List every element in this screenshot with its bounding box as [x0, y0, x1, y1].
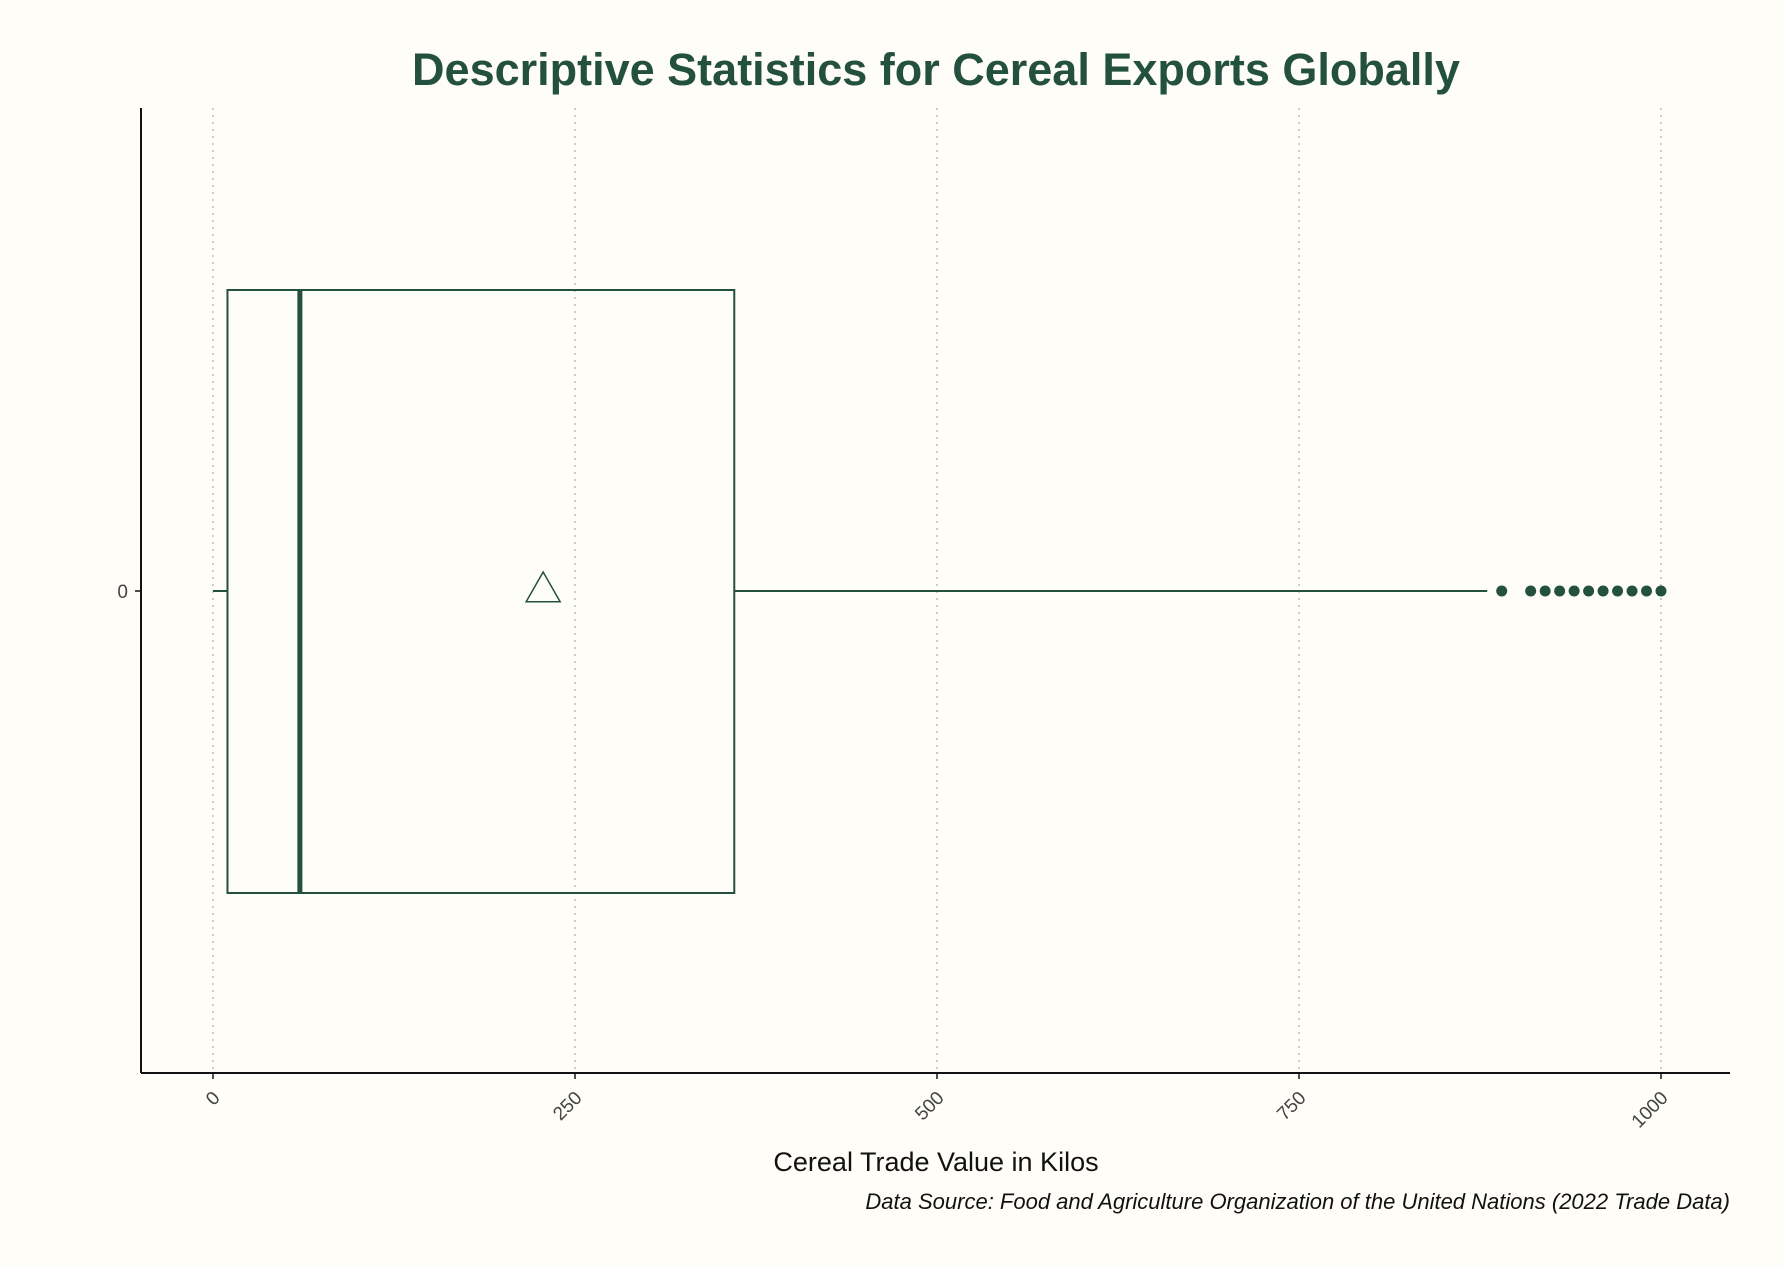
outlier-point-1	[1525, 585, 1537, 597]
outlier-layer	[1496, 585, 1667, 597]
x-tick-label-3: 750	[1273, 1088, 1310, 1125]
outlier-point-6	[1597, 585, 1609, 597]
outlier-point-8	[1626, 585, 1638, 597]
outlier-point-2	[1539, 585, 1551, 597]
x-tick-label-1: 250	[549, 1088, 586, 1125]
x-tick-label-2: 500	[911, 1088, 948, 1125]
outlier-point-3	[1554, 585, 1566, 597]
outlier-point-4	[1568, 585, 1580, 597]
x-axis-title: Cereal Trade Value in Kilos	[773, 1147, 1098, 1177]
outlier-point-10	[1655, 585, 1667, 597]
y-tick-label-0: 0	[117, 582, 128, 603]
outlier-point-7	[1612, 585, 1624, 597]
outlier-point-0	[1496, 585, 1508, 597]
y-tick-layer: 0	[117, 582, 141, 603]
iqr-box	[226, 289, 736, 894]
box-layer	[213, 289, 1488, 894]
caption: Data Source: Food and Agriculture Organi…	[865, 1189, 1730, 1214]
mean-marker	[524, 570, 562, 603]
outlier-point-5	[1583, 585, 1595, 597]
outlier-point-9	[1641, 585, 1653, 597]
tick-layer: 0 250 500 750 1000	[202, 1073, 1673, 1133]
x-tick-label-4: 1000	[1628, 1088, 1673, 1133]
x-tick-label-0: 0	[202, 1088, 224, 1110]
chart-title: Descriptive Statistics for Cereal Export…	[412, 44, 1460, 95]
